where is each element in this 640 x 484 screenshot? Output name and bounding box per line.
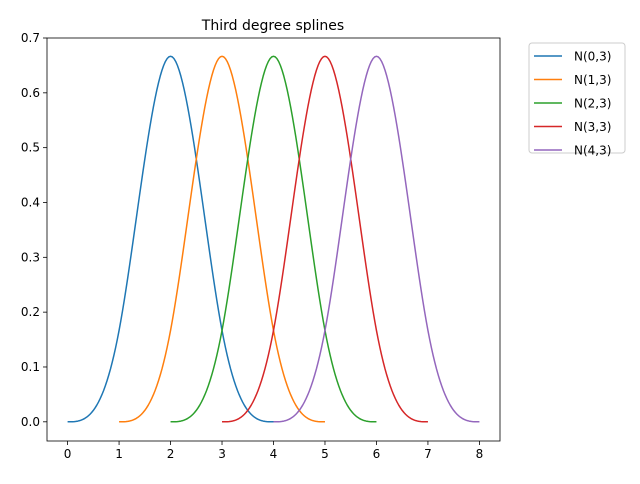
legend-label-4: N(4,3) bbox=[574, 144, 611, 158]
y-tick-label-1: 0.1 bbox=[21, 360, 40, 374]
plot-area bbox=[67, 55, 480, 423]
y-tick-label-7: 0.7 bbox=[21, 31, 40, 45]
legend-frame bbox=[528, 42, 626, 154]
axes: 0 1 2 3 4 5 6 7 8 0.0 0.1 0.2 0.3 0.4 0.5 0.6 0.7 bbox=[21, 31, 501, 461]
y-tick-label-2: 0.2 bbox=[21, 305, 40, 319]
x-tick-label-2: 2 bbox=[167, 447, 175, 461]
chart-title: Third degree splines bbox=[201, 18, 344, 34]
x-tick-label-4: 4 bbox=[270, 447, 278, 461]
y-tick-label-4: 0.4 bbox=[21, 195, 40, 209]
legend-label-0: N(0,3) bbox=[574, 50, 611, 64]
series-line-3 bbox=[222, 55, 428, 423]
series-line-0 bbox=[67, 55, 274, 423]
x-tick-label-3: 3 bbox=[218, 447, 226, 461]
x-tick-label-5: 5 bbox=[321, 447, 329, 461]
legend-label-2: N(2,3) bbox=[574, 97, 611, 111]
x-tick-label-0: 0 bbox=[64, 447, 72, 461]
series-line-1 bbox=[119, 55, 325, 423]
legend: N(0,3) N(1,3) N(2,3) N(3,3) N(4,3) bbox=[528, 42, 626, 158]
y-tick-label-0: 0.0 bbox=[21, 415, 40, 429]
x-tick-label-8: 8 bbox=[476, 447, 484, 461]
series-line-2 bbox=[170, 55, 377, 423]
legend-label-1: N(1,3) bbox=[574, 73, 611, 87]
x-tick-label-1: 1 bbox=[115, 447, 123, 461]
y-tick-label-6: 0.6 bbox=[21, 86, 40, 100]
x-tick-label-7: 7 bbox=[424, 447, 432, 461]
legend-label-3: N(3,3) bbox=[574, 120, 611, 134]
axes-frame bbox=[46, 37, 501, 442]
x-tick-label-6: 6 bbox=[373, 447, 381, 461]
y-tick-label-3: 0.3 bbox=[21, 250, 40, 264]
series-line-4 bbox=[273, 55, 480, 423]
y-tick-label-5: 0.5 bbox=[21, 141, 40, 155]
